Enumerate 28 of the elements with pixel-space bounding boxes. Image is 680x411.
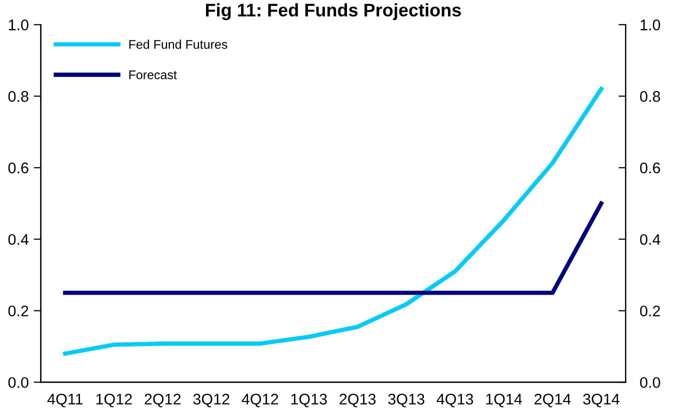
y-tick-label: 0.4 — [8, 234, 29, 245]
x-tick-label: 4Q12 — [242, 394, 278, 408]
y-tick-label: 0.8 — [8, 91, 28, 102]
line-series — [63, 86, 604, 356]
y-tick-label: 1.0 — [8, 20, 28, 30]
chart-title: Fig 11: Fed Funds Projections — [206, 3, 461, 20]
x-tick-label: 1Q12 — [96, 394, 132, 408]
x-tick-label: 3Q14 — [583, 394, 620, 408]
y2-tick-label: 0.4 — [640, 234, 660, 245]
x-tick-label: 2Q12 — [144, 394, 181, 408]
x-tick-label: 3Q13 — [388, 394, 424, 408]
y-tick-label: 0.0 — [8, 377, 28, 388]
x-tick-label: 2Q13 — [340, 394, 376, 408]
x-tick-label: 4Q11 — [47, 394, 83, 408]
x-tick-label: 3Q12 — [193, 394, 230, 408]
y2-tick-label: 1.0 — [640, 20, 660, 30]
x-tick-label: 2Q14 — [534, 394, 571, 408]
y-tick-label: 0.2 — [8, 306, 28, 316]
x-tick-label: 4Q13 — [436, 394, 474, 408]
y2-tick-label: 0.0 — [640, 377, 660, 388]
x-tick-label: 1Q13 — [291, 394, 327, 408]
y-tick-label: 0.6 — [8, 162, 28, 174]
legend-label: Fed Fund Futures — [129, 40, 228, 49]
y2-tick-label: 0.6 — [640, 162, 660, 174]
legend-label: Forecast — [129, 70, 177, 80]
x-tick-label: 1Q14 — [486, 394, 522, 408]
y2-tick-label: 0.2 — [640, 306, 660, 316]
y2-tick-label: 0.8 — [640, 91, 660, 102]
